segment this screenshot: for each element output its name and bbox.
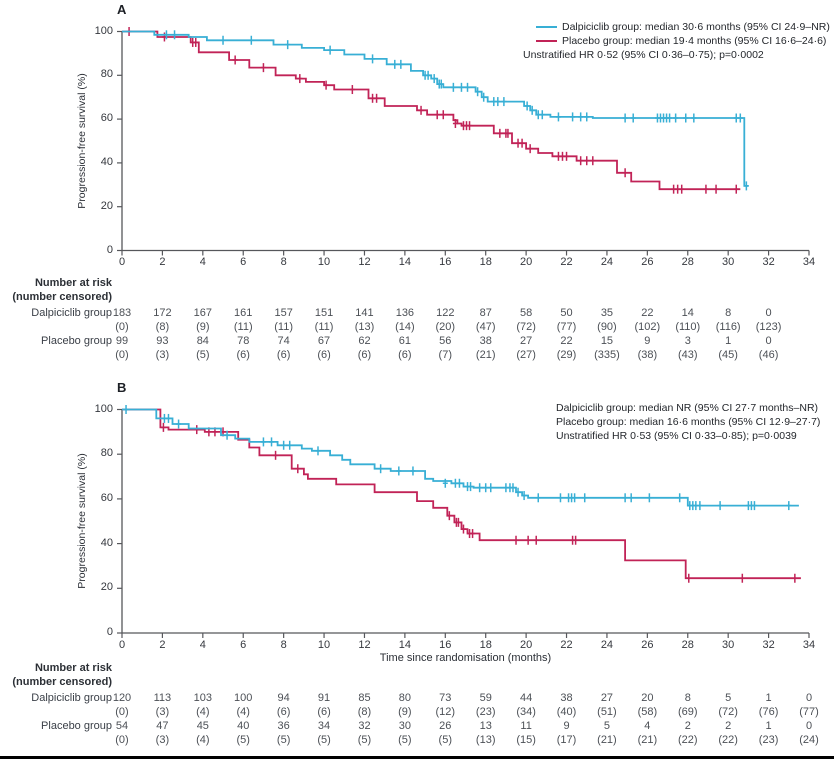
km-curve-dalpiciclib-a (122, 30, 749, 187)
axis-B (121, 409, 809, 634)
axis-A (121, 31, 809, 252)
km-curve-dalpiciclib-b (122, 408, 799, 507)
censor-marks-dalpiciclib-b (123, 405, 792, 511)
km-curve-placebo-a (122, 30, 741, 191)
censor-marks-dalpiciclib-a (163, 30, 749, 191)
figure-bottom-rule (0, 756, 834, 759)
